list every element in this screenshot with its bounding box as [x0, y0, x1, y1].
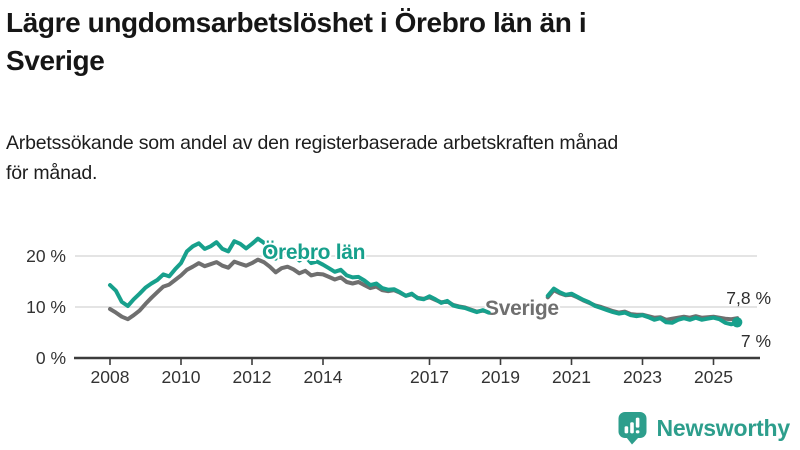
x-tick-label: 2017	[410, 367, 449, 387]
x-tick-label: 2012	[233, 367, 272, 387]
series-end-dot-orebro-lan	[731, 317, 743, 328]
newsworthy-logo-text: Newsworthy	[656, 414, 791, 441]
bar-chart-speech-bubble-icon	[618, 412, 647, 445]
x-tick-label: 2023	[623, 367, 662, 387]
series-line-orebro-lan	[108, 236, 740, 327]
chart-subtitle-line: för månad.	[6, 162, 98, 184]
end-value-label-sverige: 7,8 %	[726, 288, 771, 308]
y-tick-label: 0 %	[36, 348, 66, 368]
chart-subtitle-line: Arbetssökande som andel av den registerb…	[6, 132, 619, 154]
page-title: Lägre ungdomsarbetslöshet i Örebro län ä…	[6, 4, 786, 80]
page-title-line: Lägre ungdomsarbetslöshet i Örebro län ä…	[6, 7, 587, 38]
end-value-label-orebro-lan: 7 %	[741, 331, 771, 351]
x-tick-label: 2008	[91, 367, 130, 387]
series-label-orebro-lan: Örebro län	[262, 241, 365, 264]
chart-subtitle: Arbetssökande som andel av den registerb…	[6, 128, 796, 188]
x-tick-label: 2021	[552, 367, 591, 387]
x-tick-label: 2010	[162, 367, 201, 387]
series-label-sverige: Sverige	[485, 297, 559, 320]
newsworthy-logo: Newsworthy	[617, 411, 790, 445]
y-tick-label: 10 %	[26, 297, 66, 317]
x-tick-label: 2019	[481, 367, 520, 387]
x-tick-label: 2025	[694, 367, 733, 387]
unemployment-line-chart: 2008 2010 2012 2014 2017 2019 2021 2023 2025 0 % 1…	[26, 236, 771, 387]
x-tick-label: 2014	[304, 367, 343, 387]
page-title-line: Sverige	[6, 45, 105, 76]
series-line-sverige	[108, 257, 740, 322]
y-tick-label: 20 %	[26, 246, 66, 266]
